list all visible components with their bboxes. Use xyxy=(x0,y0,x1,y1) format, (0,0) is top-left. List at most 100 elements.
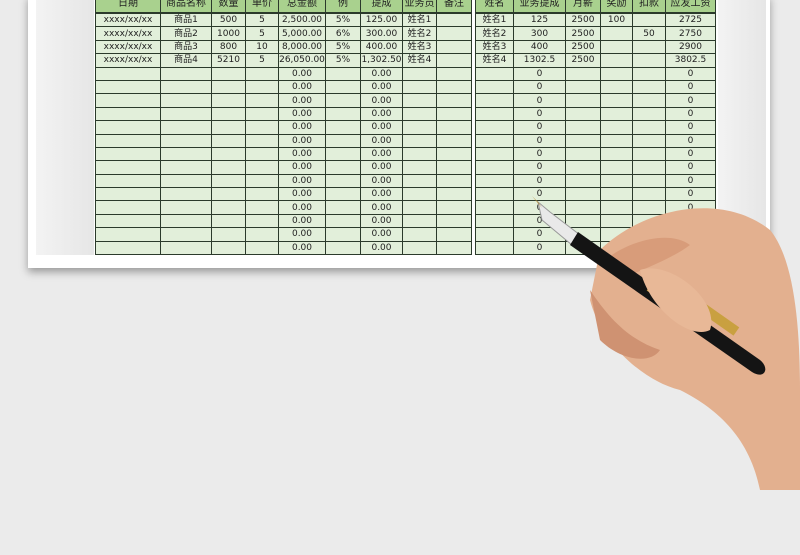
table-cell[interactable]: 姓名2 xyxy=(402,26,437,41)
table-cell[interactable] xyxy=(325,66,361,81)
table-cell[interactable]: xxxx/xx/xx xyxy=(95,39,161,55)
table-cell[interactable] xyxy=(245,66,279,81)
table-cell[interactable]: 2900 xyxy=(665,39,716,55)
table-cell[interactable] xyxy=(325,240,361,256)
table-cell[interactable]: 6% xyxy=(325,26,361,41)
table-cell[interactable] xyxy=(211,120,246,135)
table-cell[interactable]: 0 xyxy=(665,160,716,175)
table-cell[interactable] xyxy=(475,187,514,202)
table-cell[interactable] xyxy=(95,120,161,135)
table-cell[interactable] xyxy=(436,200,472,215)
table-cell[interactable] xyxy=(600,146,633,162)
table-cell[interactable] xyxy=(600,79,633,95)
table-cell[interactable]: 0 xyxy=(665,120,716,135)
table-cell[interactable] xyxy=(211,200,246,215)
table-cell[interactable] xyxy=(160,200,212,215)
table-cell[interactable]: 0 xyxy=(665,133,716,148)
table-cell[interactable] xyxy=(245,213,279,229)
table-cell[interactable] xyxy=(402,240,437,256)
table-cell[interactable] xyxy=(475,106,514,122)
table-cell[interactable]: 3802.5 xyxy=(665,53,716,68)
table-cell[interactable]: 0.00 xyxy=(360,133,403,148)
table-cell[interactable]: 0 xyxy=(513,93,566,108)
table-cell[interactable]: 0.00 xyxy=(278,133,326,148)
table-cell[interactable]: 0.00 xyxy=(360,106,403,122)
table-cell[interactable]: 100 xyxy=(600,12,633,28)
table-cell[interactable]: 5210 xyxy=(211,53,246,68)
table-cell[interactable] xyxy=(475,146,514,162)
table-cell[interactable] xyxy=(160,227,212,242)
table-cell[interactable]: 0 xyxy=(513,173,566,189)
table-cell[interactable] xyxy=(565,146,601,162)
table-cell[interactable] xyxy=(600,66,633,81)
table-cell[interactable]: 2500 xyxy=(565,12,601,28)
table-cell[interactable] xyxy=(632,66,666,81)
table-cell[interactable]: 0.00 xyxy=(360,160,403,175)
table-cell[interactable]: 姓名1 xyxy=(402,12,437,28)
table-cell[interactable] xyxy=(632,39,666,55)
table-cell[interactable]: 8,000.00 xyxy=(278,39,326,55)
table-cell[interactable] xyxy=(436,12,472,28)
table-cell[interactable]: 2,500.00 xyxy=(278,12,326,28)
table-cell[interactable]: 0 xyxy=(665,93,716,108)
table-cell[interactable] xyxy=(211,93,246,108)
table-cell[interactable] xyxy=(436,26,472,41)
table-cell[interactable] xyxy=(475,93,514,108)
table-cell[interactable] xyxy=(565,93,601,108)
table-cell[interactable] xyxy=(436,240,472,256)
table-cell[interactable] xyxy=(436,93,472,108)
table-cell[interactable]: 5,000.00 xyxy=(278,26,326,41)
table-cell[interactable] xyxy=(95,173,161,189)
table-cell[interactable]: 姓名3 xyxy=(475,39,514,55)
table-cell[interactable]: 0.00 xyxy=(278,187,326,202)
table-cell[interactable] xyxy=(402,106,437,122)
table-cell[interactable]: 2500 xyxy=(565,39,601,55)
table-cell[interactable]: 800 xyxy=(211,39,246,55)
table-cell[interactable] xyxy=(245,79,279,95)
table-cell[interactable]: 0.00 xyxy=(360,200,403,215)
table-cell[interactable] xyxy=(211,173,246,189)
table-cell[interactable] xyxy=(95,200,161,215)
table-cell[interactable] xyxy=(211,66,246,81)
table-cell[interactable] xyxy=(402,227,437,242)
table-cell[interactable] xyxy=(95,106,161,122)
table-cell[interactable] xyxy=(632,187,666,202)
table-cell[interactable]: 姓名3 xyxy=(402,39,437,55)
table-cell[interactable] xyxy=(325,173,361,189)
table-cell[interactable]: 商品2 xyxy=(160,26,212,41)
table-cell[interactable]: 商品4 xyxy=(160,53,212,68)
table-cell[interactable] xyxy=(475,200,514,215)
table-cell[interactable] xyxy=(632,53,666,68)
table-cell[interactable]: 300.00 xyxy=(360,26,403,41)
table-cell[interactable] xyxy=(160,120,212,135)
table-cell[interactable]: 0.00 xyxy=(278,120,326,135)
table-cell[interactable] xyxy=(402,200,437,215)
table-cell[interactable]: 姓名1 xyxy=(475,12,514,28)
table-cell[interactable] xyxy=(600,173,633,189)
table-cell[interactable]: 5 xyxy=(245,12,279,28)
table-cell[interactable] xyxy=(325,227,361,242)
table-cell[interactable] xyxy=(325,213,361,229)
table-cell[interactable] xyxy=(245,146,279,162)
table-cell[interactable] xyxy=(325,120,361,135)
table-cell[interactable]: 400.00 xyxy=(360,39,403,55)
table-cell[interactable] xyxy=(402,173,437,189)
table-cell[interactable]: 26,050.00 xyxy=(278,53,326,68)
table-cell[interactable] xyxy=(95,133,161,148)
table-cell[interactable]: 125 xyxy=(513,12,566,28)
table-cell[interactable] xyxy=(245,173,279,189)
table-cell[interactable] xyxy=(95,227,161,242)
table-cell[interactable] xyxy=(436,66,472,81)
table-cell[interactable]: 0.00 xyxy=(278,66,326,81)
table-cell[interactable] xyxy=(160,187,212,202)
table-cell[interactable]: 2500 xyxy=(565,53,601,68)
table-cell[interactable]: 0 xyxy=(665,173,716,189)
table-cell[interactable]: 0.00 xyxy=(360,187,403,202)
table-cell[interactable] xyxy=(600,133,633,148)
table-cell[interactable] xyxy=(402,187,437,202)
table-cell[interactable]: 0.00 xyxy=(278,213,326,229)
table-cell[interactable]: 1302.5 xyxy=(513,53,566,68)
table-cell[interactable] xyxy=(402,146,437,162)
table-cell[interactable]: 0.00 xyxy=(360,79,403,95)
table-cell[interactable]: 0.00 xyxy=(360,66,403,81)
